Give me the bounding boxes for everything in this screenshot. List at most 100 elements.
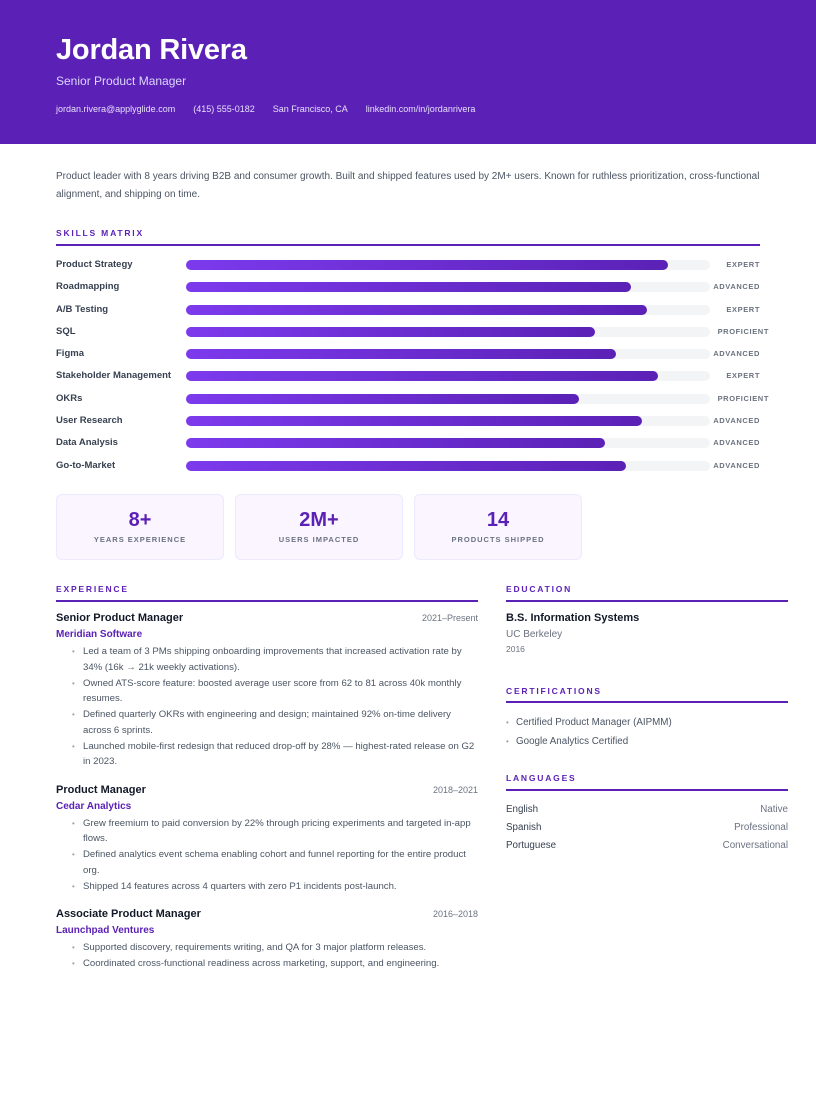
language-level: Conversational xyxy=(722,840,788,851)
skill-bar-fill xyxy=(186,438,606,449)
skill-bar-track xyxy=(186,438,710,449)
languages-divider xyxy=(506,789,788,791)
stat-value: 8+ xyxy=(128,509,152,531)
job-company: Launchpad Ventures xyxy=(56,925,155,936)
skills-heading: SKILLS MATRIX xyxy=(56,228,144,238)
skill-level: EXPERT xyxy=(726,304,760,314)
job-bullet: Coordinated cross-functional readiness a… xyxy=(72,956,478,972)
skills-divider xyxy=(56,244,760,246)
languages-heading: LANGUAGES xyxy=(506,773,577,783)
skill-name: OKRs xyxy=(56,392,83,404)
language-name: Portuguese xyxy=(506,840,557,851)
language-row: Spanish Professional xyxy=(506,819,788,837)
skill-level: EXPERT xyxy=(726,371,760,381)
certifications-list: Certified Product Manager (AIPMM) Google… xyxy=(506,713,788,751)
edu-year: 2016 xyxy=(506,644,525,654)
skill-row: Data Analysis ADVANCED xyxy=(56,432,766,454)
edu-school: UC Berkeley xyxy=(506,629,563,640)
skill-name: User Research xyxy=(56,415,123,427)
language-name: English xyxy=(506,804,539,815)
contact-linkedin[interactable]: linkedin.com/in/jordanrivera xyxy=(365,104,476,114)
skill-row: Go-to-Market ADVANCED xyxy=(56,455,766,477)
skill-level: ADVANCED xyxy=(713,349,760,359)
skill-name: Stakeholder Management xyxy=(56,370,172,382)
job-entry: Senior Product Manager 2021–Present Meri… xyxy=(56,612,478,770)
language-level: Native xyxy=(760,804,788,815)
edu-degree: B.S. Information Systems xyxy=(506,612,640,624)
language-name: Spanish xyxy=(506,822,542,833)
certification-item: Certified Product Manager (AIPMM) xyxy=(506,713,788,732)
job-entry: Product Manager 2018–2021 Cedar Analytic… xyxy=(56,784,478,895)
language-level: Professional xyxy=(734,822,788,833)
skill-bar-track xyxy=(186,371,710,382)
job-dates: 2016–2018 xyxy=(432,909,478,919)
skill-bar-fill xyxy=(186,416,642,427)
skill-name: SQL xyxy=(56,325,76,337)
candidate-name: Jordan Rivera xyxy=(56,34,247,66)
skill-bar-track xyxy=(186,349,710,360)
skill-row: User Research ADVANCED xyxy=(56,410,766,432)
stat-card-experience: 8+ YEARS EXPERIENCE xyxy=(56,494,224,560)
job-bullet: Shipped 14 features across 4 quarters wi… xyxy=(72,879,478,895)
skill-bar-fill xyxy=(186,304,648,315)
stat-label: YEARS EXPERIENCE xyxy=(93,535,187,544)
stats-row: 8+ YEARS EXPERIENCE 2M+ USERS IMPACTED 1… xyxy=(56,494,582,560)
experience-heading: EXPERIENCE xyxy=(56,584,129,594)
skill-bar-track xyxy=(186,460,710,471)
job-bullet: Led a team of 3 PMs shipping onboarding … xyxy=(72,644,478,675)
candidate-title: Senior Product Manager xyxy=(56,74,187,88)
language-row: Portuguese Conversational xyxy=(506,837,788,855)
skill-row: OKRs PROFICIENT xyxy=(56,388,769,410)
skill-level: EXPERT xyxy=(726,260,760,269)
certification-item: Google Analytics Certified xyxy=(506,732,788,751)
resume-header: Jordan Rivera Senior Product Manager jor… xyxy=(0,0,816,144)
job-bullet: Grew freemium to paid conversion by 22% … xyxy=(72,816,478,847)
skill-bar-fill xyxy=(186,282,632,293)
skill-level: PROFICIENT xyxy=(717,393,769,403)
job-entry: Associate Product Manager 2016–2018 Laun… xyxy=(56,908,478,972)
skill-name: Go-to-Market xyxy=(56,459,116,471)
stat-label: USERS IMPACTED xyxy=(278,535,360,544)
skill-row: Product Strategy EXPERT xyxy=(56,254,766,276)
job-bullet: Launched mobile-first redesign that redu… xyxy=(72,739,478,770)
skill-name: Data Analysis xyxy=(56,437,118,449)
stat-card-users: 2M+ USERS IMPACTED xyxy=(235,494,403,560)
skill-bar-track xyxy=(186,416,710,427)
skill-bar-fill xyxy=(186,393,579,404)
skill-bar-track xyxy=(186,282,710,293)
certifications-divider xyxy=(506,701,788,703)
experience-list: Senior Product Manager 2021–Present Meri… xyxy=(56,612,478,986)
skill-bar-track xyxy=(186,304,710,315)
job-bullet: Supported discovery, requirements writin… xyxy=(72,940,478,956)
language-row: English Native xyxy=(506,801,788,819)
job-company: Meridian Software xyxy=(56,629,143,640)
skill-row: A/B Testing EXPERT xyxy=(56,299,766,321)
languages-list: English Native Spanish Professional Port… xyxy=(506,801,788,855)
skill-level: ADVANCED xyxy=(713,438,760,448)
skill-bar-track xyxy=(186,393,710,404)
skill-bar-track xyxy=(186,326,710,337)
job-title: Senior Product Manager xyxy=(56,612,184,624)
skill-level: ADVANCED xyxy=(713,282,760,292)
skill-bar-fill xyxy=(186,371,658,382)
skill-bar-track xyxy=(186,260,710,270)
stat-label: PRODUCTS SHIPPED xyxy=(451,535,545,544)
job-title: Associate Product Manager xyxy=(56,908,201,920)
skill-bar-fill xyxy=(186,349,616,360)
job-bullets: Led a team of 3 PMs shipping onboarding … xyxy=(56,644,478,770)
skill-level: ADVANCED xyxy=(713,416,760,426)
job-dates: 2018–2021 xyxy=(432,784,478,795)
skill-level: ADVANCED xyxy=(713,460,760,470)
job-dates: 2021–Present xyxy=(421,613,478,623)
job-bullet: Owned ATS-score feature: boosted average… xyxy=(72,676,478,707)
skill-row: Roadmapping ADVANCED xyxy=(56,276,766,298)
contact-info: jordan.rivera@applyglide.com (415) 555-0… xyxy=(56,104,475,114)
professional-summary: Product leader with 8 years driving B2B … xyxy=(56,171,760,200)
skill-name: A/B Testing xyxy=(56,303,109,315)
job-title: Product Manager xyxy=(56,783,146,796)
job-bullets: Supported discovery, requirements writin… xyxy=(56,940,478,972)
job-company: Cedar Analytics xyxy=(56,800,132,812)
stat-card-products: 14 PRODUCTS SHIPPED xyxy=(414,494,582,560)
contact-email[interactable]: jordan.rivera@applyglide.com xyxy=(56,104,176,114)
skill-name: Product Strategy xyxy=(56,259,133,270)
